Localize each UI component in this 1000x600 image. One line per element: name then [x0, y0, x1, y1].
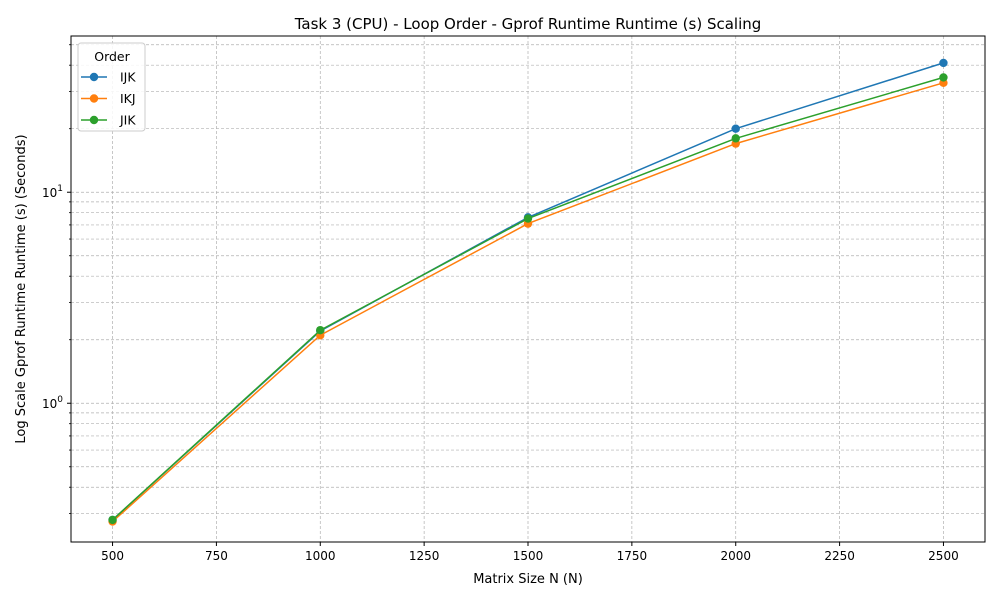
legend-marker: [89, 115, 99, 125]
x-tick-label: 1750: [617, 549, 648, 563]
x-axis-label: Matrix Size N (N): [473, 572, 583, 587]
legend-item-ikj: IKJ: [81, 91, 136, 106]
data-point: [939, 73, 948, 82]
data-point: [939, 58, 948, 68]
x-tick-label: 2250: [824, 549, 855, 563]
x-tick-label: 500: [101, 549, 124, 563]
data-point: [108, 515, 117, 525]
x-tick-label: 1250: [409, 549, 440, 563]
legend-items: IJK IKJ JIK: [81, 70, 136, 128]
data-point: [731, 124, 740, 133]
x-tick-label: 2000: [720, 549, 751, 563]
legend-item-ijk: IJK: [81, 70, 136, 85]
axis-ticks: 500 750 1000 1250 1500 1750 2000 2250 2500 100 101: [42, 44, 959, 563]
y-tick-label: 101: [42, 184, 63, 200]
x-tick-label: 1000: [305, 549, 336, 563]
legend-marker: [89, 94, 99, 103]
legend-marker: [89, 72, 99, 82]
series-group: [108, 58, 948, 526]
legend-title: Order: [94, 49, 130, 64]
data-point: [523, 214, 533, 223]
y-tick-label: 100: [42, 395, 63, 411]
y-axis-label: Log Scale Gprof Runtime Runtime (s) (Sec…: [14, 134, 29, 443]
legend-item-jik: JIK: [81, 113, 136, 128]
x-tick-label: 750: [205, 549, 228, 563]
x-tick-label: 1500: [513, 549, 544, 563]
x-tick-label: 2500: [928, 549, 959, 563]
grid: [71, 36, 985, 542]
legend: Order IJK IKJ JIK: [77, 42, 146, 132]
legend-box: [77, 42, 146, 132]
legend-label: IJK: [120, 70, 136, 85]
legend-label: JIK: [119, 113, 136, 128]
data-point: [731, 134, 740, 143]
data-point: [316, 325, 325, 335]
chart-title: Task 3 (CPU) - Loop Order - Gprof Runtim…: [294, 15, 762, 33]
legend-label: IKJ: [120, 91, 136, 106]
series-jik: [108, 73, 948, 525]
